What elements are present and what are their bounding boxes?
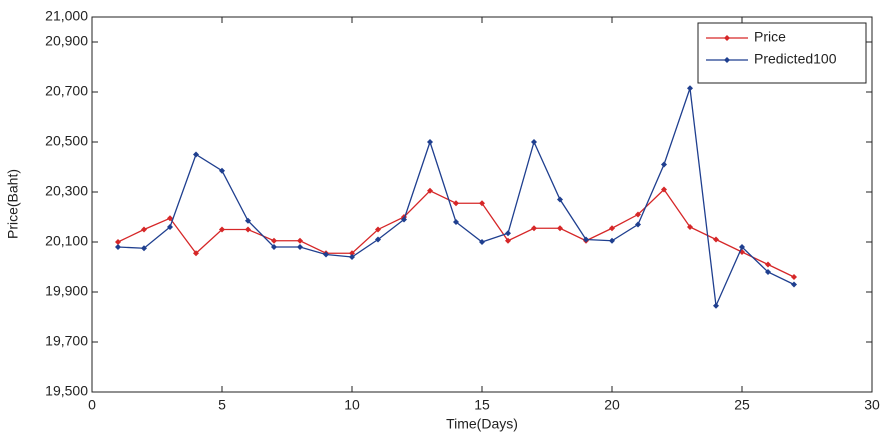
point-marker (791, 281, 797, 288)
y-axis-label: Price(Baht) (5, 169, 21, 239)
point-marker (687, 224, 693, 230)
point-marker (479, 239, 485, 245)
y-tick-label: 20,900 (45, 33, 88, 49)
x-axis-label: Time(Days) (446, 416, 518, 432)
point-marker (635, 211, 641, 218)
point-marker (453, 200, 459, 207)
point-marker (583, 236, 589, 243)
point-marker (297, 237, 303, 244)
x-tick-label: 0 (88, 397, 96, 413)
point-marker (531, 225, 537, 232)
legend-label: Predicted100 (754, 51, 837, 67)
x-tick-label: 5 (218, 397, 226, 413)
point-marker (765, 269, 771, 275)
y-tick-label: 20,700 (45, 83, 88, 99)
point-marker (713, 302, 719, 309)
point-marker (427, 187, 433, 194)
point-marker (739, 244, 745, 250)
y-tick-label: 21,000 (45, 8, 88, 24)
point-marker (219, 226, 225, 233)
y-tick-label: 20,100 (45, 233, 88, 249)
point-marker (635, 221, 641, 228)
point-marker (427, 139, 433, 145)
point-marker (141, 245, 147, 252)
y-tick-label: 20,500 (45, 133, 88, 149)
legend-label: Price (754, 29, 786, 45)
point-marker (479, 200, 485, 207)
x-tick-label: 15 (474, 397, 490, 413)
y-tick-label: 19,500 (45, 383, 88, 399)
point-marker (271, 244, 277, 250)
point-marker (687, 85, 693, 92)
point-marker (245, 226, 251, 233)
point-marker (609, 237, 615, 244)
point-marker (245, 217, 251, 224)
point-marker (167, 215, 173, 222)
point-marker (531, 139, 537, 145)
legend-marker (724, 35, 730, 41)
point-marker (453, 219, 459, 225)
point-marker (401, 216, 407, 223)
legend-marker (724, 57, 730, 63)
point-marker (115, 239, 121, 245)
point-marker (115, 244, 121, 250)
point-marker (661, 186, 667, 193)
point-marker (297, 244, 303, 250)
y-tick-label: 20,300 (45, 183, 88, 199)
point-marker (349, 250, 355, 257)
point-marker (141, 226, 147, 233)
y-tick-label: 19,700 (45, 333, 88, 349)
point-marker (505, 237, 511, 244)
x-tick-label: 30 (864, 397, 880, 413)
x-tick-label: 10 (344, 397, 360, 413)
point-marker (505, 230, 511, 237)
point-marker (193, 151, 199, 158)
point-marker (219, 167, 225, 174)
point-marker (375, 236, 381, 243)
y-tick-label: 19,900 (45, 283, 88, 299)
point-marker (271, 237, 277, 244)
x-tick-label: 25 (734, 397, 750, 413)
point-marker (167, 224, 173, 230)
point-marker (791, 274, 797, 280)
point-marker (557, 196, 563, 203)
point-marker (609, 225, 615, 232)
point-marker (557, 225, 563, 232)
point-marker (375, 226, 381, 233)
x-tick-label: 20 (604, 397, 620, 413)
point-marker (661, 161, 667, 168)
point-marker (713, 236, 719, 243)
point-marker (193, 250, 199, 257)
point-marker (323, 251, 329, 258)
point-marker (349, 254, 355, 260)
point-marker (765, 261, 771, 268)
legend-box (697, 22, 867, 84)
